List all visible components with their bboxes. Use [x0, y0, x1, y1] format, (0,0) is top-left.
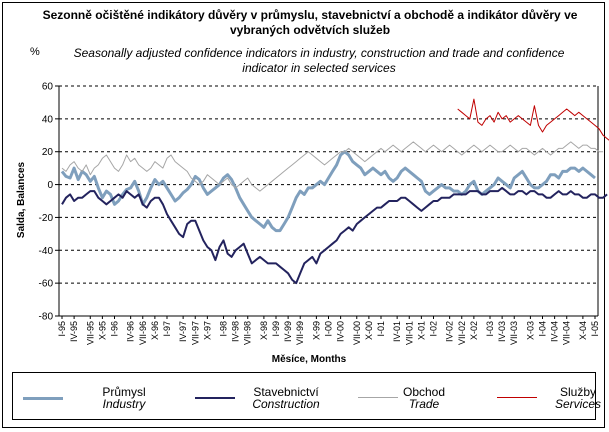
chart-frame	[2, 2, 605, 428]
x-tick-label: X-95	[97, 321, 107, 340]
x-tick-label: I-95	[57, 321, 67, 337]
x-tick-label: IV-97	[178, 321, 188, 342]
legend-label-cz: Služby	[559, 385, 597, 399]
x-axis: I-95 IV-95 VII-95 X-95 I-96 IV-96 VII-96 X-96 I-…	[57, 316, 600, 345]
x-tick-label: X-04	[578, 321, 588, 340]
x-tick-label: I-97	[162, 321, 172, 337]
x-tick-label: X-99	[311, 321, 321, 340]
x-tick-label: I-96	[109, 321, 119, 337]
y-tick-label: -80	[39, 312, 54, 323]
legend-label-services: Služby Services	[533, 386, 609, 410]
x-tick-label: VII-95	[85, 321, 95, 345]
x-tick-label: I-01	[376, 321, 386, 337]
legend-swatch-construction	[195, 397, 235, 399]
y-tick-label: 20	[42, 147, 54, 158]
y-axis-label: Salda, Balances	[16, 161, 27, 238]
series-line-services	[457, 98, 609, 141]
x-tick-label: IV-01	[392, 321, 402, 342]
legend-swatch-services	[497, 397, 537, 398]
x-tick-label: I-00	[324, 321, 334, 337]
x-tick-label: VII-02	[457, 321, 467, 345]
x-tick-label: IV-04	[550, 321, 560, 342]
x-tick-label: IV-00	[336, 321, 346, 342]
x-tick-label: VII-00	[352, 321, 362, 345]
series-line-trade	[61, 141, 604, 192]
x-tick-label: I-99	[271, 321, 281, 337]
legend-label-en: Industry	[102, 397, 146, 411]
x-tick-label: X-97	[202, 321, 212, 340]
legend: Průmysl Industry Stavebnictví Construction O…	[12, 372, 601, 420]
x-tick-label: VII-96	[138, 321, 148, 345]
chart-title-english: Seasonally adjusted confidence indicator…	[73, 46, 565, 75]
x-tick-label: IV-96	[126, 321, 136, 342]
legend-label-construction: Stavebnictví Construction	[241, 386, 331, 410]
x-tick-label: IV-98	[231, 321, 241, 342]
legend-swatch-industry	[23, 397, 63, 400]
x-tick-label: VII-03	[509, 321, 519, 345]
chart-title-czech: Sezonně očištěné indikátory důvěry v prů…	[42, 8, 578, 37]
x-tick-label: VII-04	[562, 321, 572, 345]
legend-swatch-trade	[358, 397, 398, 398]
grid-lines	[59, 85, 598, 317]
x-tick-label: X-00	[364, 321, 374, 340]
x-tick-label: X-01	[416, 321, 426, 340]
x-tick-label: VII-98	[243, 321, 253, 345]
legend-label-industry: Průmysl Industry	[79, 386, 169, 410]
x-tick-label: I-02	[428, 321, 438, 337]
x-tick-label: IV-03	[497, 321, 507, 342]
x-tick-label: I-03	[485, 321, 495, 337]
y-tick-label: -60	[39, 279, 54, 290]
legend-label-cz: Průmysl	[102, 385, 146, 399]
x-tick-label: I-05	[590, 321, 600, 337]
x-tick-label: VII-99	[295, 321, 305, 345]
legend-label-trade: Obchod Trade	[379, 386, 469, 410]
series-line-construction	[61, 186, 608, 285]
x-tick-label: X-98	[259, 321, 269, 340]
y-tick-label: 40	[42, 114, 54, 125]
x-tick-label: X-02	[469, 321, 479, 340]
y-tick-label: 60	[42, 82, 54, 93]
series-line-industry	[60, 150, 596, 233]
series-lines	[60, 98, 609, 285]
legend-label-cz: Obchod	[402, 385, 446, 399]
legend-label-cz: Stavebnictví	[253, 385, 319, 399]
x-tick-label: IV-02	[445, 321, 455, 342]
y-tick-label: -20	[39, 213, 54, 224]
y-axis: -80 -60 -40 -20 0 20 40 60	[39, 82, 599, 323]
y-tick-label: 0	[47, 180, 53, 191]
legend-label-en: Trade	[408, 397, 440, 411]
percent-unit-label: %	[30, 46, 40, 58]
x-tick-label: X-96	[150, 321, 160, 340]
x-tick-label: I-04	[538, 321, 548, 337]
x-tick-label: IV-99	[283, 321, 293, 342]
legend-label-en: Construction	[252, 397, 320, 411]
x-axis-label: Měsíce, Months	[272, 354, 347, 365]
x-tick-label: VII-01	[404, 321, 414, 345]
y-tick-label: -40	[39, 246, 54, 257]
x-tick-label: IV-95	[69, 321, 79, 342]
legend-label-en: Services	[554, 397, 601, 411]
x-tick-label: I-98	[219, 321, 229, 337]
x-tick-label: X-03	[525, 321, 535, 340]
x-tick-label: VII-97	[190, 321, 200, 345]
